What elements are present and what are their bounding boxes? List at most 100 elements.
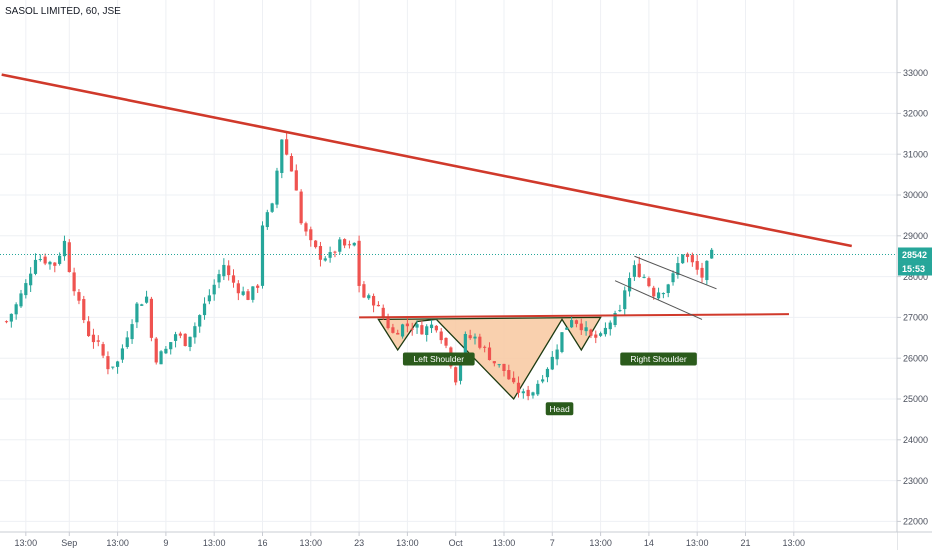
candle-body xyxy=(294,170,298,191)
candle-body xyxy=(487,347,492,361)
candle-body xyxy=(632,265,636,277)
candle-body xyxy=(656,292,661,299)
price-tick-label: 23000 xyxy=(903,476,928,486)
grid-lines xyxy=(0,0,897,532)
candle-body xyxy=(222,264,226,277)
neckline xyxy=(359,313,789,319)
price-axis[interactable]: 2100022000230002400025000260002700028000… xyxy=(896,0,932,550)
time-tick-label: Sep xyxy=(61,538,77,548)
candle-body xyxy=(429,324,434,329)
candle-body xyxy=(217,274,221,283)
candle-body xyxy=(463,333,467,360)
candle-body xyxy=(77,292,81,301)
candle-body xyxy=(4,321,9,323)
candle-body xyxy=(159,351,163,365)
candle-body xyxy=(637,263,641,277)
candle-body xyxy=(154,338,158,363)
candle-body xyxy=(705,260,709,281)
candle-body xyxy=(227,265,231,276)
time-tick-label: 14 xyxy=(644,538,654,548)
candle-body xyxy=(260,225,265,286)
price-tick-label: 26000 xyxy=(903,353,928,363)
candle-body xyxy=(62,240,67,257)
pattern-label-text: Left Shoulder xyxy=(413,354,464,364)
candle-body xyxy=(309,229,313,241)
candle-body xyxy=(140,304,144,306)
channel-line xyxy=(614,280,703,320)
candle-body xyxy=(492,361,496,364)
candle-body xyxy=(19,293,23,307)
pattern-label: Right Shoulder xyxy=(620,352,697,366)
price-tick-label: 25000 xyxy=(903,394,928,404)
candle-body xyxy=(434,325,438,331)
candle-body xyxy=(299,191,303,224)
candle-body xyxy=(483,346,487,348)
candle-body xyxy=(164,348,168,354)
candle-body xyxy=(111,366,115,368)
candle-body xyxy=(565,327,569,330)
candle-body xyxy=(29,273,33,286)
time-tick-label: 13:00 xyxy=(493,538,516,548)
candle-body xyxy=(246,291,250,300)
candle-body xyxy=(24,283,28,296)
candle-body xyxy=(285,139,289,155)
time-axis-bg xyxy=(0,532,897,550)
time-tick-label: 13:00 xyxy=(783,538,806,548)
candle-body xyxy=(256,285,260,288)
candle-body xyxy=(207,295,211,302)
candle-body xyxy=(178,333,182,336)
trendlines-layer xyxy=(1,73,853,320)
candles-layer xyxy=(4,133,714,401)
candle-body xyxy=(613,312,617,326)
candle-body xyxy=(695,261,699,270)
candle-body xyxy=(265,212,269,228)
candle-body xyxy=(415,324,419,328)
candle-body xyxy=(357,240,361,286)
candle-body xyxy=(478,336,482,348)
candle-body xyxy=(280,139,284,173)
candle-body xyxy=(275,170,279,205)
candle-body xyxy=(48,261,52,265)
candle-body xyxy=(67,242,71,273)
candle-body xyxy=(497,364,501,366)
candle-body xyxy=(507,370,511,380)
candle-body xyxy=(343,239,347,246)
candle-body xyxy=(550,356,554,370)
candle-body xyxy=(125,337,129,347)
candle-body xyxy=(43,256,47,264)
pattern-label-text: Head xyxy=(549,404,570,414)
candle-body xyxy=(169,342,173,350)
time-tick-label: 21 xyxy=(740,538,750,548)
time-tick-label: 13:00 xyxy=(396,538,419,548)
candle-body xyxy=(193,326,197,338)
candle-body xyxy=(555,349,559,360)
candle-body xyxy=(87,321,91,337)
candle-body xyxy=(130,324,134,340)
channel-line xyxy=(634,255,717,290)
candle-body xyxy=(386,317,390,329)
candle-body xyxy=(405,323,409,327)
candle-body xyxy=(53,262,57,266)
candle-body xyxy=(512,377,516,383)
candle-body xyxy=(685,253,690,257)
candle-body xyxy=(671,273,675,283)
candle-body xyxy=(420,325,424,335)
time-tick-label: 13:00 xyxy=(106,538,129,548)
candle-body xyxy=(579,323,583,331)
candle-body xyxy=(333,251,337,253)
last-price-text: 28542 xyxy=(902,250,927,260)
candle-body xyxy=(381,307,385,318)
price-tick-label: 33000 xyxy=(903,68,928,78)
candle-body xyxy=(106,356,110,370)
descending-trendline xyxy=(1,73,853,248)
candle-body xyxy=(202,303,207,316)
countdown-text: 15:53 xyxy=(902,264,925,274)
time-axis[interactable]: 13:00 Sep 13:00 9 13:00 16 13:00 23 13:00 Oct 13:0… xyxy=(0,531,932,550)
candle-body xyxy=(589,329,593,336)
candle-body xyxy=(58,255,62,264)
candle-body xyxy=(91,334,96,343)
candle-body xyxy=(367,295,371,299)
candle-body xyxy=(82,299,86,321)
pattern-label: Left Shoulder xyxy=(402,352,475,366)
